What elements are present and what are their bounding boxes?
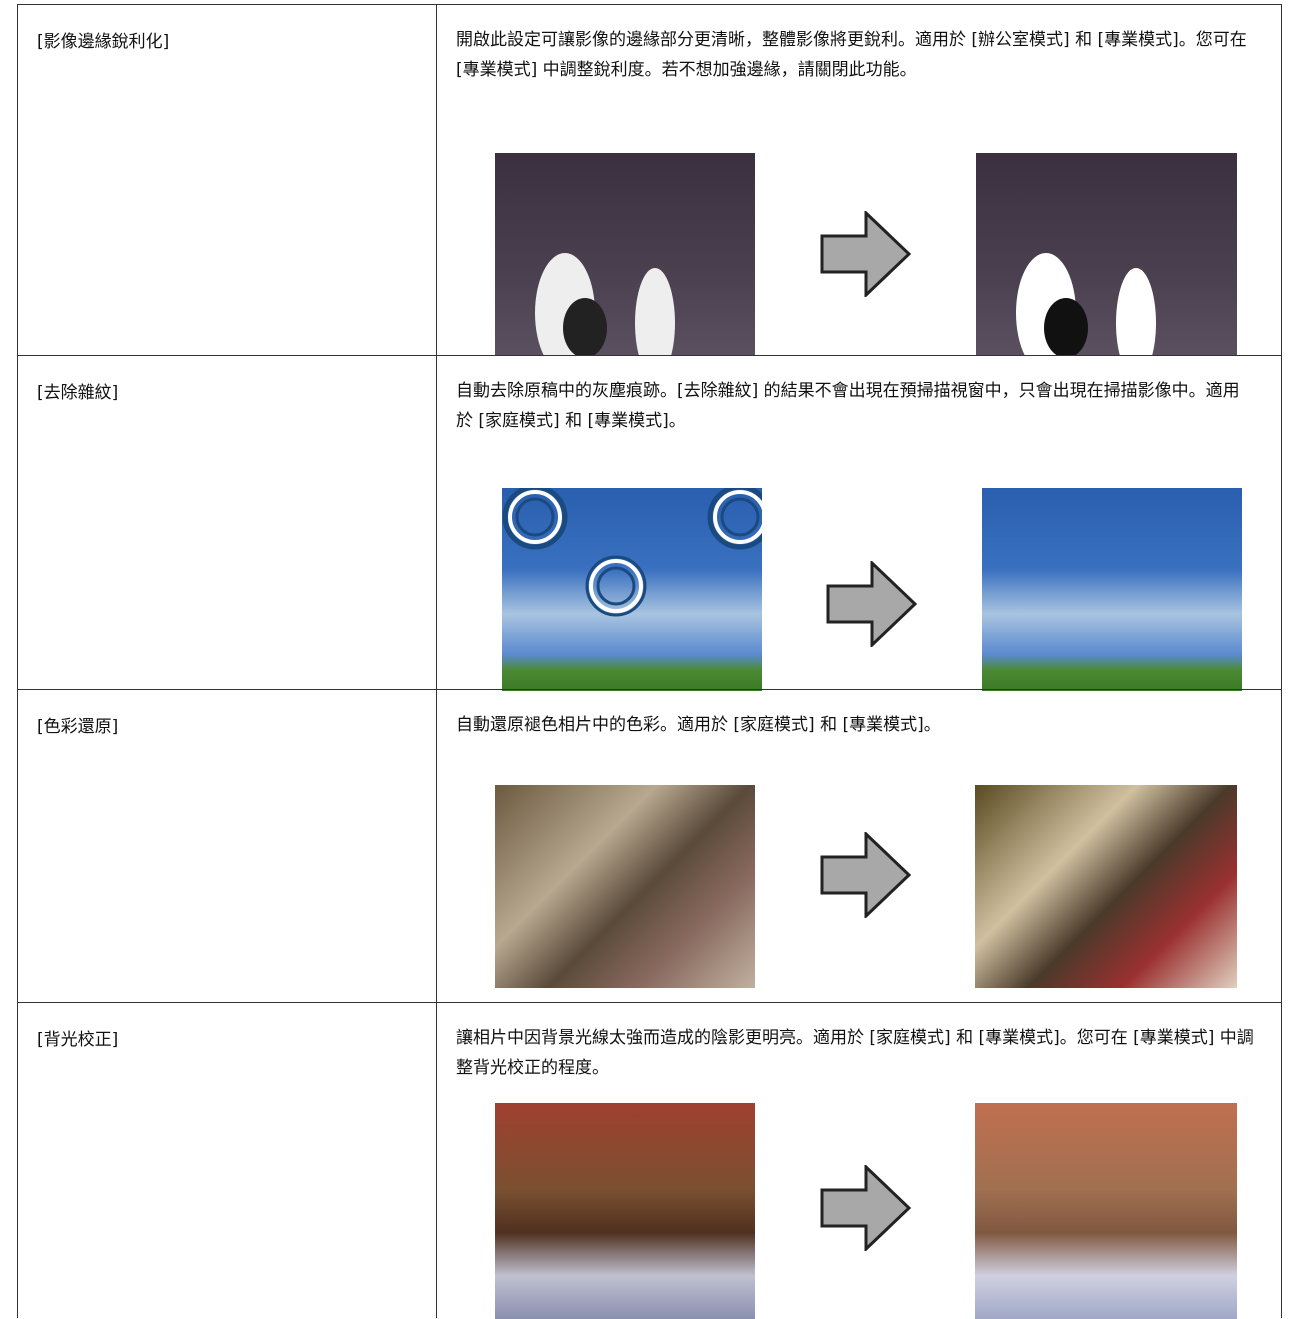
table-border (436, 4, 437, 1318)
before-image (495, 153, 755, 356)
before-image (495, 785, 755, 988)
table-border (1281, 4, 1282, 1318)
feature-description: 自動還原褪色相片中的色彩。適用於 [家庭模式] 和 [專業模式]。 (456, 715, 941, 735)
table-row: [影像邊緣銳利化] 開啟此設定可讓影像的邊緣部分更清晰，整體影像將更銳利。適用於… (17, 4, 1281, 356)
after-image (976, 153, 1237, 356)
table-row: [色彩還原] 自動還原褪色相片中的色彩。適用於 [家庭模式] 和 [專業模式]。 (17, 689, 1281, 1003)
feature-label: [影像邊緣銳利化] (37, 32, 170, 52)
before-image (495, 1103, 755, 1319)
feature-label: [背光校正] (37, 1030, 119, 1050)
table-row: [去除雜紋] 自動去除原稿中的灰塵痕跡。[去除雜紋] 的結果不會出現在預掃描視窗… (17, 355, 1281, 691)
after-image (975, 785, 1237, 988)
after-image (982, 488, 1242, 691)
table-border (17, 4, 18, 1318)
before-image (502, 488, 762, 691)
table-row: [背光校正] 讓相片中因背景光線太強而造成的陰影更明亮。適用於 [家庭模式] 和… (17, 1002, 1281, 1319)
arrow-icon (820, 211, 912, 297)
feature-description: 開啟此設定可讓影像的邊緣部分更清晰，整體影像將更銳利。適用於 [辦公室模式] 和… (456, 30, 1247, 80)
arrow-icon (826, 561, 918, 647)
feature-label: [色彩還原] (37, 717, 119, 737)
arrow-icon (820, 832, 912, 918)
feature-description: 讓相片中因背景光線太強而造成的陰影更明亮。適用於 [家庭模式] 和 [專業模式]… (456, 1028, 1254, 1078)
after-image (975, 1103, 1237, 1319)
feature-description: 自動去除原稿中的灰塵痕跡。[去除雜紋] 的結果不會出現在預掃描視窗中，只會出現在… (456, 381, 1240, 431)
feature-label: [去除雜紋] (37, 383, 119, 403)
arrow-icon (820, 1165, 912, 1251)
